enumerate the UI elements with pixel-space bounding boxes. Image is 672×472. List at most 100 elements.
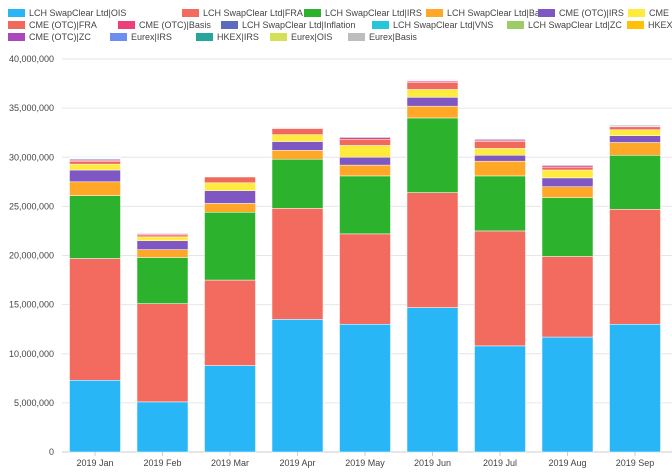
bar-segment[interactable]	[136, 303, 189, 403]
bar-segment[interactable]	[609, 209, 661, 325]
bar-segment[interactable]	[204, 190, 256, 204]
legend-item[interactable]: CME (OTC)|FRA	[8, 20, 97, 30]
bar-segment[interactable]	[69, 258, 121, 381]
bar-segment[interactable]	[609, 142, 661, 156]
legend-item[interactable]: LCH SwapClear Ltd|Inflation	[221, 20, 355, 30]
bar-segment[interactable]	[541, 256, 594, 338]
legend-item[interactable]: HKEX|IRS	[196, 32, 259, 42]
bar-segment[interactable]	[204, 203, 256, 213]
bar-segment[interactable]	[136, 236, 189, 242]
bar-segment[interactable]	[339, 139, 391, 146]
bar-segment[interactable]	[339, 175, 391, 235]
legend-item[interactable]: CME (OTC)|IRS	[538, 8, 624, 18]
bar-segment[interactable]	[271, 128, 324, 135]
bar-segment[interactable]	[406, 89, 459, 98]
bar-segment[interactable]	[204, 182, 256, 191]
bar-segment[interactable]	[474, 148, 526, 156]
bar-segment[interactable]	[541, 186, 594, 198]
legend-swatch	[628, 9, 645, 17]
legend-label: Eurex|IRS	[131, 32, 172, 42]
bar-segment[interactable]	[204, 365, 256, 453]
bar-segment[interactable]	[474, 141, 526, 149]
bar-segment[interactable]	[541, 169, 594, 179]
legend-item[interactable]: CME (OTC)|Basis	[118, 20, 211, 30]
bar-segment[interactable]	[339, 157, 391, 166]
bar-segment[interactable]	[541, 336, 594, 453]
bar-segment[interactable]	[136, 234, 189, 238]
bar-segment[interactable]	[69, 380, 121, 453]
bar-segment[interactable]	[339, 145, 391, 158]
legend-swatch	[8, 33, 25, 41]
y-tick-label: 30,000,000	[9, 152, 54, 162]
bar-segment[interactable]	[541, 166, 594, 171]
legend-item[interactable]: Eurex|OIS	[270, 32, 332, 42]
legend-swatch	[221, 21, 238, 29]
legend-item[interactable]: LCH SwapClear Ltd|IRS	[304, 8, 422, 18]
bar-segment[interactable]	[69, 195, 121, 259]
bar-segment[interactable]	[339, 233, 391, 325]
x-tick-label: 2019 Sep	[616, 458, 655, 468]
bar-segment[interactable]	[474, 160, 526, 177]
bar-segment[interactable]	[541, 177, 594, 187]
bar-segment[interactable]	[406, 192, 459, 308]
bar-segment[interactable]	[406, 307, 459, 453]
bar-segment[interactable]	[136, 401, 189, 453]
bar-segment[interactable]	[271, 141, 324, 151]
bar-segment[interactable]	[474, 175, 526, 232]
bar-segment[interactable]	[136, 240, 189, 250]
legend-label: LCH SwapClear Ltd|OIS	[29, 8, 126, 18]
bar-segment[interactable]	[406, 117, 459, 193]
bar-segment[interactable]	[271, 158, 324, 209]
bar-segment[interactable]	[204, 176, 256, 184]
bar-segment[interactable]	[609, 324, 661, 453]
legend-item[interactable]: Eurex|Basis	[348, 32, 417, 42]
legend-label: LCH SwapClear Ltd|Basis	[447, 8, 551, 18]
bar-stack	[406, 78, 459, 453]
legend-item[interactable]: CME (OTC)|ZC	[8, 32, 91, 42]
bar-segment[interactable]	[69, 163, 121, 171]
legend-swatch	[538, 9, 555, 17]
bar-segment[interactable]	[406, 82, 459, 90]
bar-segment[interactable]	[271, 150, 324, 160]
bar-segment[interactable]	[204, 212, 256, 281]
bar-stack	[609, 123, 661, 453]
bar-segment[interactable]	[541, 197, 594, 257]
bar-segment[interactable]	[204, 279, 256, 366]
bar-segment[interactable]	[339, 164, 391, 177]
legend-swatch	[110, 33, 127, 41]
legend-swatch	[507, 21, 524, 29]
bar-segment[interactable]	[339, 324, 391, 453]
legend-item[interactable]: LCH SwapClear Ltd|VNS	[372, 20, 493, 30]
bar-segment[interactable]	[406, 97, 459, 107]
bar-segment[interactable]	[474, 155, 526, 162]
legend-swatch	[270, 33, 287, 41]
bar-segment[interactable]	[69, 181, 121, 196]
bar-segment[interactable]	[271, 319, 324, 453]
bar-segment[interactable]	[474, 345, 526, 453]
legend-swatch	[304, 9, 321, 17]
legend-item[interactable]: LCH SwapClear Ltd|OIS	[8, 8, 126, 18]
bar-segment[interactable]	[136, 257, 189, 304]
bar-stack	[339, 135, 391, 453]
legend-swatch	[348, 33, 365, 41]
bar-segment[interactable]	[609, 129, 661, 136]
bar-segment[interactable]	[69, 160, 121, 165]
bar-segment[interactable]	[339, 137, 391, 140]
legend-item[interactable]: LCH SwapClear Ltd|FRA	[182, 8, 303, 18]
legend-swatch	[118, 21, 135, 29]
legend-item[interactable]: LCH SwapClear Ltd|ZC	[507, 20, 622, 30]
bar-segment[interactable]	[136, 249, 189, 258]
legend-item[interactable]: CME (OT	[628, 8, 672, 18]
bar-segment[interactable]	[271, 134, 324, 142]
bar-segment[interactable]	[69, 169, 121, 183]
legend-item[interactable]: Eurex|IRS	[110, 32, 172, 42]
legend-item[interactable]: HKEX|XCCY	[627, 20, 672, 30]
bar-segment[interactable]	[406, 105, 459, 119]
bar-segment[interactable]	[609, 155, 661, 210]
bar-segment[interactable]	[271, 208, 324, 320]
bar-segment[interactable]	[609, 126, 661, 130]
legend-label: LCH SwapClear Ltd|IRS	[325, 8, 422, 18]
legend-item[interactable]: LCH SwapClear Ltd|Basis	[426, 8, 551, 18]
bar-segment[interactable]	[609, 135, 661, 143]
bar-segment[interactable]	[474, 230, 526, 347]
